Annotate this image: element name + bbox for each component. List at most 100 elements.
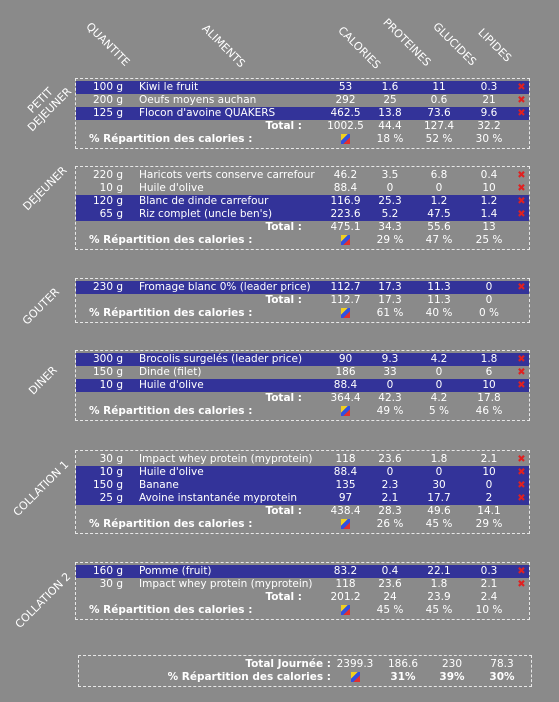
total-row: Total : 201.2 24 23.9 2.4 (76, 591, 529, 604)
quantity: 10 g (99, 466, 123, 478)
proteins: 13.8 (378, 107, 402, 119)
meal-label: COLLATION 2 (12, 570, 74, 631)
carbs: 0 (435, 182, 443, 194)
delete-button[interactable]: ✖ (517, 95, 526, 106)
distribution-proteins: 29 % (376, 234, 404, 246)
distribution-carbs: 5 % (429, 405, 449, 417)
proteins: 25.3 (378, 195, 402, 207)
food-name: Huile d'olive (139, 182, 204, 194)
quantity: 160 g (92, 565, 123, 577)
calories: 118 (335, 453, 356, 465)
proteins: 3.5 (381, 169, 399, 181)
day-carbs: 230 (441, 658, 463, 670)
meal-section: 160 g Pomme (fruit) 83.2 0.4 22.1 0.3 ✖ 30 g Imp… (75, 562, 530, 620)
delete-button[interactable]: ✖ (517, 108, 526, 119)
delete-button[interactable]: ✖ (517, 380, 526, 391)
fat: 9.6 (480, 107, 498, 119)
delete-button[interactable]: ✖ (517, 480, 526, 491)
chart-cell (331, 671, 379, 684)
food-row: 30 g Impact whey protein (myprotein) 118 23… (76, 453, 529, 466)
carbs: 0 (435, 366, 443, 378)
day-total-label: Total Journée : (245, 658, 331, 670)
meal-label: PETIT DEJEUNER (25, 85, 75, 135)
distribution-fat: 30 % (475, 133, 503, 145)
food-row: 200 g Oeufs moyens auchan 292 25 0.6 21 ✖ (76, 94, 529, 107)
delete-button[interactable]: ✖ (517, 170, 526, 181)
carbs: 1.2 (430, 195, 448, 207)
food-name: Brocolis surgelés (leader price) (139, 353, 303, 365)
distribution-fat: 29 % (475, 518, 503, 530)
calories: 83.2 (333, 565, 358, 577)
total-fat: 0 (485, 294, 493, 306)
delete-button[interactable]: ✖ (517, 282, 526, 293)
carbs: 30 (432, 479, 446, 491)
quantity: 150 g (92, 366, 123, 378)
food-name: Huile d'olive (139, 379, 204, 391)
distribution-label: % Répartition des calories : (89, 604, 253, 616)
proteins: 23.6 (378, 453, 402, 465)
food-row: 125 g Flocon d'avoine QUAKERS 462.5 13.8 73.… (76, 107, 529, 120)
quantity: 10 g (99, 379, 123, 391)
delete-button[interactable]: ✖ (517, 209, 526, 220)
distribution-label: % Répartition des calories : (89, 405, 253, 417)
distribution-label: % Répartition des calories : (89, 133, 253, 145)
proteins: 0 (386, 466, 394, 478)
total-row: Total : 112.7 17.3 11.3 0 (76, 294, 529, 307)
delete-button[interactable]: ✖ (517, 196, 526, 207)
chart-icon[interactable] (341, 235, 350, 245)
food-name: Haricots verts conserve carrefour (139, 169, 315, 181)
total-carbs: 4.2 (430, 392, 448, 404)
total-carbs: 11.3 (427, 294, 451, 306)
proteins: 33 (383, 366, 397, 378)
distribution-row: % Répartition des calories : 49 % 5 % 46 % (76, 405, 529, 418)
chart-cell (325, 518, 366, 531)
day-proteins: 186.6 (387, 658, 419, 670)
total-label: Total : (265, 120, 302, 132)
day-total-row: Total Journée : 2399.3 186.6 230 78.3 (79, 658, 531, 671)
delete-button[interactable]: ✖ (517, 467, 526, 478)
food-row: 10 g Huile d'olive 88.4 0 0 10 ✖ (76, 379, 529, 392)
food-row: 300 g Brocolis surgelés (leader price) 90 9… (76, 353, 529, 366)
chart-icon[interactable] (341, 605, 350, 615)
chart-icon[interactable] (341, 519, 350, 529)
delete-button[interactable]: ✖ (517, 493, 526, 504)
calories: 118 (335, 578, 356, 590)
total-row: Total : 438.4 28.3 49.6 14.1 (76, 505, 529, 518)
quantity: 120 g (92, 195, 123, 207)
carbs: 73.6 (427, 107, 451, 119)
distribution-proteins: 18 % (376, 133, 404, 145)
delete-button[interactable]: ✖ (517, 367, 526, 378)
food-row: 150 g Banane 135 2.3 30 0 ✖ (76, 479, 529, 492)
chart-cell (325, 604, 366, 617)
calories: 53 (338, 81, 353, 93)
calories: 462.5 (330, 107, 361, 119)
delete-button[interactable]: ✖ (517, 183, 526, 194)
column-header: ALIMENTS (199, 21, 248, 71)
fat: 0 (485, 281, 493, 293)
delete-button[interactable]: ✖ (517, 354, 526, 365)
chart-icon[interactable] (341, 308, 350, 318)
total-proteins: 42.3 (378, 392, 402, 404)
delete-button[interactable]: ✖ (517, 579, 526, 590)
chart-icon[interactable] (341, 406, 350, 416)
chart-cell (325, 405, 366, 418)
day-fat: 78.3 (490, 658, 514, 670)
total-proteins: 17.3 (378, 294, 402, 306)
carbs: 0 (435, 466, 443, 478)
total-fat: 32.2 (477, 120, 501, 132)
delete-button[interactable]: ✖ (517, 454, 526, 465)
carbs: 6.8 (430, 169, 448, 181)
carbs: 11.3 (427, 281, 451, 293)
total-calories: 475.1 (330, 221, 361, 233)
distribution-carbs: 40 % (425, 307, 453, 319)
chart-icon[interactable] (350, 672, 360, 682)
chart-icon[interactable] (341, 134, 350, 144)
delete-button[interactable]: ✖ (517, 566, 526, 577)
distribution-label: % Répartition des calories : (89, 518, 253, 530)
meal-section: 300 g Brocolis surgelés (leader price) 90 9… (75, 350, 530, 421)
fat: 10 (482, 379, 496, 391)
distribution-proteins: 45 % (376, 604, 404, 616)
meal-section: 30 g Impact whey protein (myprotein) 118 23… (75, 450, 530, 534)
delete-button[interactable]: ✖ (517, 82, 526, 93)
total-proteins: 28.3 (378, 505, 402, 517)
